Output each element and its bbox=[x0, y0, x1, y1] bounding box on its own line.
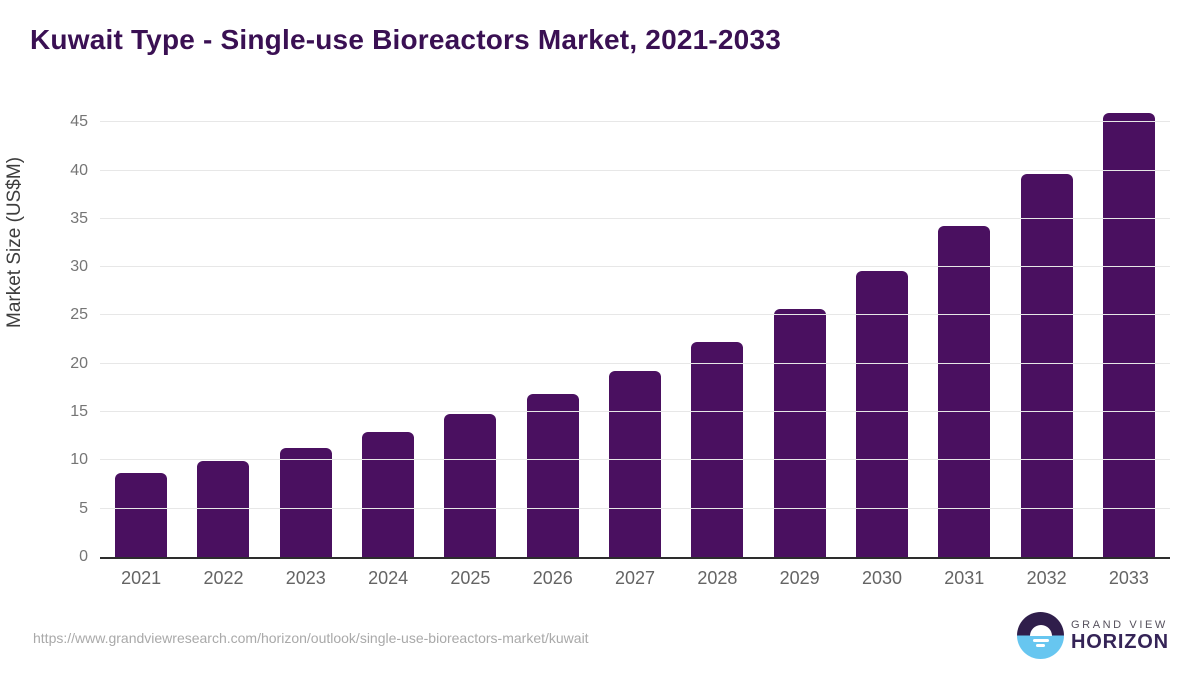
bar-2026 bbox=[526, 393, 579, 557]
gridline-y-20 bbox=[100, 362, 1170, 364]
x-label-2029: 2029 bbox=[779, 568, 820, 588]
bar-2024 bbox=[362, 432, 415, 557]
y-tick-label-25: 25 bbox=[70, 306, 88, 324]
bar-slot-2022 bbox=[182, 100, 264, 557]
gridline-y-5 bbox=[100, 507, 1170, 509]
x-label-2025: 2025 bbox=[450, 568, 491, 588]
bar-slot-2033 bbox=[1088, 100, 1170, 557]
bar-2028 bbox=[691, 341, 744, 557]
x-label-2032: 2032 bbox=[1026, 568, 1067, 588]
reflection-line-1 bbox=[1032, 638, 1049, 642]
gridline-y-30 bbox=[100, 266, 1170, 268]
plot-area: 0 5 10 15 20 25 30 35 40 45 bbox=[70, 100, 1170, 565]
y-tick-label-45: 45 bbox=[70, 113, 88, 131]
bar-2027 bbox=[609, 370, 662, 557]
bar-2029 bbox=[773, 308, 826, 557]
bar-2023 bbox=[279, 447, 332, 557]
sun-dome-shape bbox=[1029, 624, 1052, 636]
x-label-2031: 2031 bbox=[944, 568, 985, 588]
bar-slot-2026 bbox=[512, 100, 594, 557]
y-tick-label-0: 0 bbox=[79, 548, 88, 565]
logo-text: GRAND VIEW HORIZON bbox=[1071, 619, 1169, 653]
bar-slot-2030 bbox=[841, 100, 923, 557]
reflection-line-2 bbox=[1036, 644, 1045, 647]
y-tick-label-35: 35 bbox=[70, 209, 88, 227]
y-tick-label-5: 5 bbox=[79, 499, 88, 517]
x-label-2024: 2024 bbox=[368, 568, 409, 588]
x-label-2021: 2021 bbox=[121, 568, 162, 588]
bar-slot-2028 bbox=[676, 100, 758, 557]
y-tick-label-10: 10 bbox=[70, 451, 88, 469]
gridline-y-35 bbox=[100, 217, 1170, 219]
gridline-y-15 bbox=[100, 411, 1170, 413]
y-tick-label-15: 15 bbox=[70, 403, 88, 421]
y-tick-label-20: 20 bbox=[70, 354, 88, 372]
bar-2033 bbox=[1102, 112, 1155, 557]
bar-slot-2024 bbox=[347, 100, 429, 557]
logo-brand-bottom: HORIZON bbox=[1071, 630, 1169, 653]
y-tick-label-40: 40 bbox=[70, 161, 88, 179]
bars-row bbox=[100, 100, 1170, 557]
bar-slot-2032 bbox=[1005, 100, 1087, 557]
bar-slot-2025 bbox=[429, 100, 511, 557]
bar-2021 bbox=[115, 472, 168, 557]
bar-2025 bbox=[444, 414, 497, 557]
bar-2031 bbox=[938, 225, 991, 557]
x-label-2028: 2028 bbox=[697, 568, 738, 588]
x-label-2027: 2027 bbox=[615, 568, 656, 588]
grand-view-horizon-logo: GRAND VIEW HORIZON bbox=[1017, 612, 1169, 659]
x-axis-labels: 2021 2022 2023 2024 2025 2026 2027 2028 2029 2030… bbox=[100, 568, 1170, 589]
x-label-2033: 2033 bbox=[1108, 568, 1149, 588]
bar-2030 bbox=[855, 271, 908, 557]
gridline-y-45 bbox=[100, 121, 1170, 123]
x-label-2023: 2023 bbox=[285, 568, 326, 588]
sunset-horizon-icon bbox=[1017, 612, 1064, 659]
y-tick-label-30: 30 bbox=[70, 258, 88, 276]
bar-slot-2031 bbox=[923, 100, 1005, 557]
bar-2032 bbox=[1020, 174, 1073, 557]
bar-slot-2027 bbox=[594, 100, 676, 557]
x-label-2026: 2026 bbox=[532, 568, 573, 588]
y-axis-title: Market Size (US$M) bbox=[4, 156, 25, 328]
bar-slot-2021 bbox=[100, 100, 182, 557]
bar-slot-2029 bbox=[759, 100, 841, 557]
gridline-y-25 bbox=[100, 314, 1170, 316]
chart-title: Kuwait Type - Single-use Bioreactors Mar… bbox=[30, 24, 781, 55]
gridline-y-10 bbox=[100, 459, 1170, 461]
gridline-y-40 bbox=[100, 169, 1170, 171]
source-url-text: https://www.grandviewresearch.com/horizo… bbox=[33, 630, 589, 646]
bar-slot-2023 bbox=[265, 100, 347, 557]
bar-2022 bbox=[197, 461, 250, 557]
x-label-2022: 2022 bbox=[203, 568, 244, 588]
x-label-2030: 2030 bbox=[861, 568, 902, 588]
logo-brand-top: GRAND VIEW bbox=[1071, 618, 1168, 631]
